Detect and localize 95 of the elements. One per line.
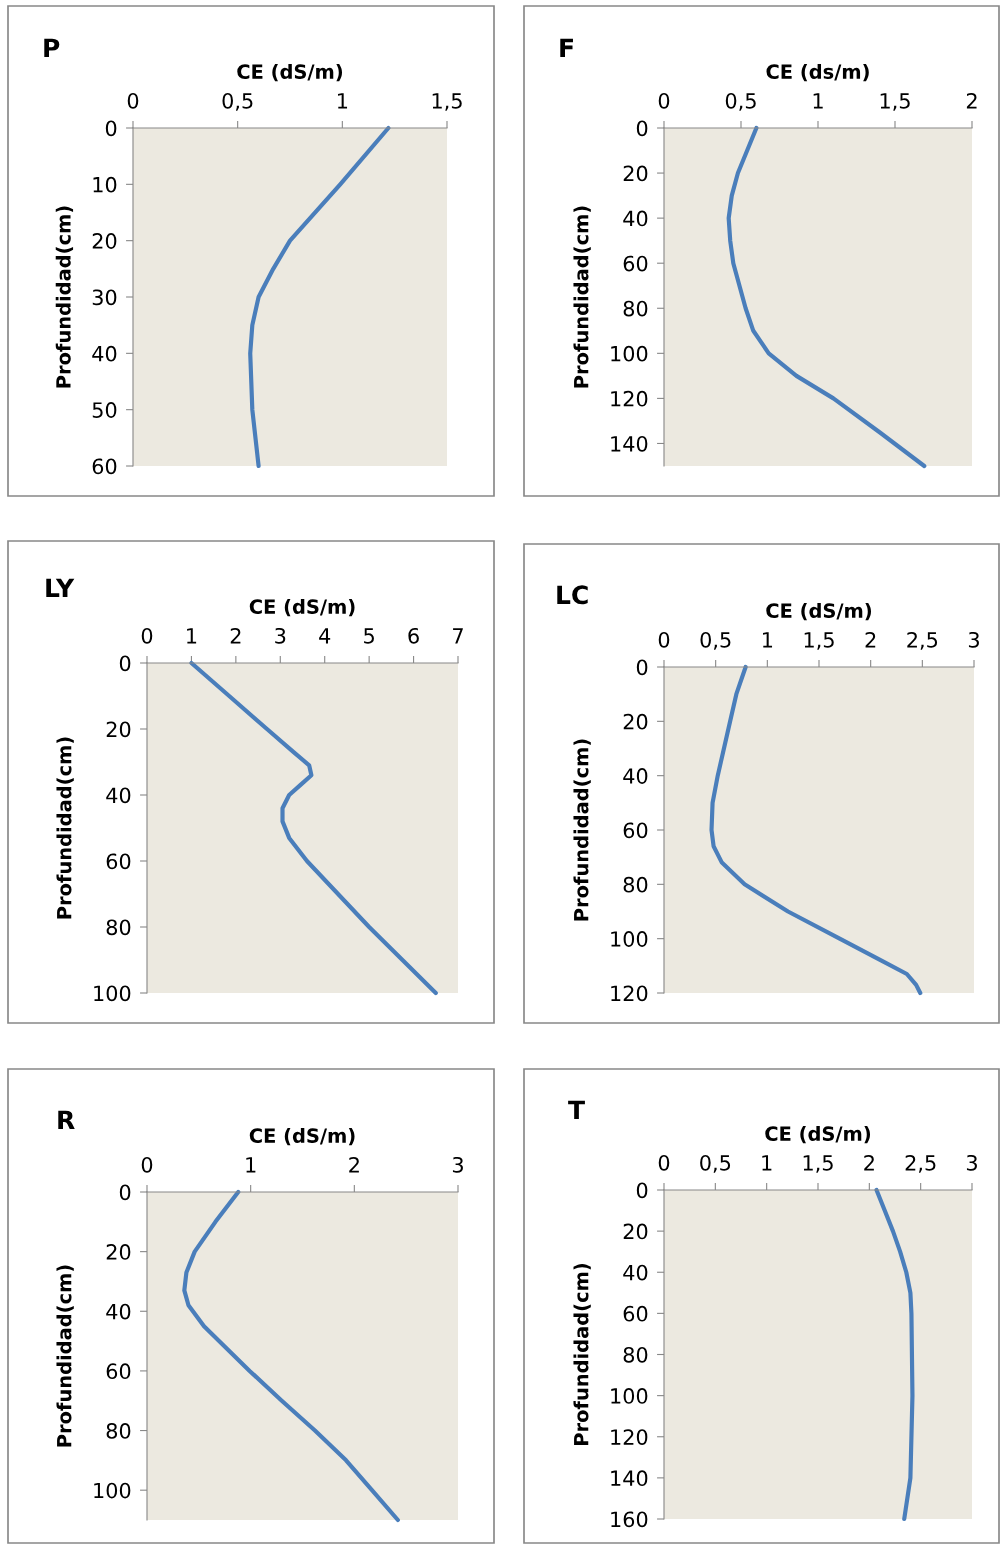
x-tick-label: 1 [813, 93, 823, 109]
x-tick-label: 1 [762, 632, 773, 648]
x-tick-label: 0 [658, 631, 670, 648]
x-tick-label: 0 [141, 1156, 153, 1173]
y-tick-label: 20 [92, 233, 117, 249]
x-axis-title: CE (dS/m) [766, 602, 872, 621]
x-tick-label: 1 [187, 628, 197, 644]
y-tick-label: 0 [119, 1184, 131, 1201]
y-tick-label: 40 [623, 210, 648, 227]
y-tick-label: 60 [623, 1305, 648, 1322]
y-tick-label: 120 [611, 390, 648, 407]
x-axis-title: CE (dS/m) [765, 1125, 871, 1144]
chart-title: F [560, 38, 573, 57]
x-tick-label: 3 [275, 627, 286, 644]
y-axis-title: Profundidad(cm) [55, 206, 74, 388]
y-tick-label: 80 [623, 1346, 648, 1363]
chart-title: P [44, 38, 60, 57]
y-tick-label: 40 [623, 1264, 648, 1281]
x-tick-label: 1,5 [432, 93, 462, 111]
x-tick-label: 4 [319, 628, 331, 644]
y-axis-title: Profundidad(cm) [56, 737, 74, 919]
x-tick-label: 6 [408, 627, 419, 644]
y-tick-label: 0 [105, 120, 117, 137]
y-tick-label: 140 [611, 435, 648, 452]
x-axis-title: CE (dS/m) [249, 1127, 355, 1146]
x-tick-label: 2 [230, 627, 241, 644]
x-tick-label: 0,5 [700, 631, 731, 650]
y-tick-label: 80 [623, 876, 648, 893]
x-axis-title: CE (ds/m) [766, 63, 869, 82]
x-tick-label: 2 [864, 1154, 874, 1171]
x-tick-label: 0,5 [725, 92, 756, 111]
y-tick-label: 50 [92, 402, 117, 418]
x-axis-title: CE (dS/m) [237, 63, 343, 82]
x-tick-label: 2,5 [905, 1154, 936, 1173]
x-tick-label: 1,5 [880, 93, 910, 111]
chart-title: R [58, 1110, 75, 1129]
x-tick-label: 1,5 [804, 632, 834, 650]
y-tick-label: 20 [623, 165, 648, 182]
x-tick-label: 3 [966, 1154, 977, 1171]
x-tick-label: 2 [966, 92, 977, 109]
x-tick-label: 2,5 [907, 631, 938, 650]
y-tick-label: 60 [623, 822, 648, 839]
y-tick-label: 60 [106, 1363, 131, 1380]
y-tick-label: 40 [623, 768, 648, 784]
y-tick-label: 20 [106, 721, 131, 738]
y-axis-title: Profundidad(cm) [56, 1265, 74, 1447]
chart-title: LY [46, 578, 75, 597]
y-tick-label: 100 [611, 931, 648, 947]
y-tick-label: 120 [611, 985, 648, 1002]
x-tick-label: 2 [865, 631, 876, 648]
x-tick-label: 0 [658, 92, 670, 109]
y-tick-label: 80 [106, 919, 131, 936]
y-tick-label: 0 [119, 655, 131, 672]
y-tick-label: 80 [106, 1423, 131, 1439]
y-tick-label: 20 [623, 1223, 648, 1240]
y-tick-label: 10 [93, 176, 117, 193]
y-tick-label: 40 [106, 1303, 131, 1320]
y-axis-title: Profundidad(cm) [573, 739, 591, 921]
x-tick-label: 1 [246, 1157, 256, 1173]
y-tick-label: 40 [92, 345, 117, 362]
chart-title: LC [557, 585, 588, 605]
x-axis-title: CE (dS/m) [249, 598, 355, 617]
y-tick-label: 20 [623, 713, 648, 730]
y-axis-title: Profundidad(cm) [573, 1263, 591, 1445]
x-tick-label: 0 [658, 1154, 670, 1171]
x-tick-label: 1,5 [803, 1155, 833, 1173]
x-tick-label: 2 [349, 1156, 359, 1173]
y-tick-label: 100 [611, 1388, 648, 1404]
y-tick-label: 120 [611, 1429, 648, 1445]
y-tick-label: 160 [611, 1511, 648, 1528]
y-tick-label: 30 [92, 289, 117, 306]
y-tick-label: 140 [611, 1470, 648, 1487]
y-tick-label: 100 [94, 1482, 131, 1499]
chart-title: T [568, 1100, 585, 1119]
x-tick-label: 1 [337, 93, 348, 109]
x-tick-label: 0,5 [222, 92, 253, 111]
y-tick-label: 60 [106, 853, 131, 870]
y-tick-label: 100 [611, 345, 648, 362]
x-tick-label: 1 [762, 1155, 772, 1171]
y-tick-label: 100 [94, 985, 131, 1002]
x-tick-label: 0 [141, 627, 153, 644]
y-tick-label: 40 [106, 787, 131, 804]
y-tick-label: 0 [636, 120, 648, 137]
y-tick-label: 60 [623, 255, 648, 272]
x-tick-label: 0,5 [700, 1154, 731, 1173]
y-tick-label: 0 [636, 659, 648, 676]
x-tick-label: 3 [452, 1156, 463, 1173]
y-tick-label: 80 [623, 300, 648, 317]
y-axis-title: Profundidad(cm) [573, 206, 591, 388]
y-tick-label: 0 [636, 1182, 648, 1199]
x-tick-label: 5 [364, 628, 374, 644]
x-tick-label: 3 [968, 631, 979, 648]
x-tick-label: 7 [453, 628, 463, 644]
y-tick-label: 20 [106, 1244, 131, 1260]
y-tick-label: 60 [92, 458, 117, 475]
